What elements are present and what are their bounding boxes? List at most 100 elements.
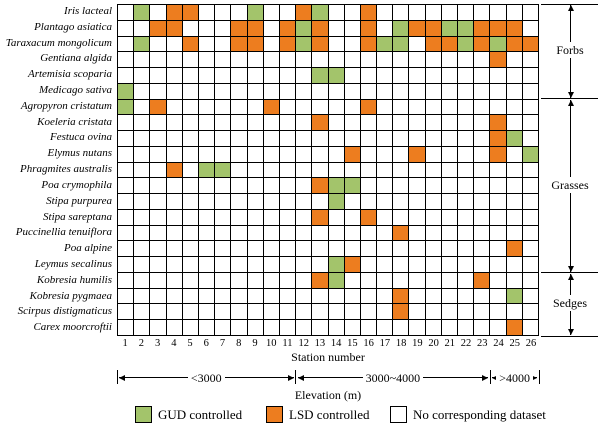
grid-cell-none: [328, 5, 345, 21]
grid-cell-none: [441, 115, 459, 132]
grid-cell-none: [490, 68, 507, 84]
grid-cell-none: [150, 241, 167, 258]
grid-cell-none: [490, 272, 507, 289]
grid-cell-none: [279, 115, 297, 132]
grid-cell-none: [247, 99, 264, 116]
grid-cell-none: [441, 320, 459, 336]
station-number: 16: [363, 338, 374, 349]
grid-cell-gud: [490, 36, 507, 53]
grid-cell-none: [344, 131, 361, 147]
grid-cell-none: [166, 320, 183, 336]
grid-cell-none: [490, 304, 507, 321]
legend-item-lsd: LSD controlled: [266, 406, 370, 423]
grid-cell-none: [393, 209, 410, 226]
grid-cell-none: [425, 83, 442, 100]
grid-cell-none: [490, 194, 507, 210]
grid-cell-none: [522, 257, 539, 273]
grid-cell-none: [312, 194, 329, 210]
grid-cell-none: [425, 131, 442, 147]
grid-cell-none: [118, 5, 135, 21]
grid-cell-none: [474, 68, 491, 84]
grid-cell-none: [328, 320, 345, 336]
grid-cell-none: [118, 225, 135, 242]
grid-cell-lsd: [393, 304, 410, 321]
grid-cell-none: [522, 225, 539, 242]
grid-cell-none: [166, 52, 183, 69]
grid-cell-none: [490, 99, 507, 116]
grid-cell-none: [166, 257, 183, 273]
grid-cell-none: [506, 115, 523, 132]
species-label: Medicago sativa: [38, 84, 112, 97]
grid-cell-none: [118, 131, 135, 147]
grid-cell-none: [458, 131, 475, 147]
grid-cell-none: [506, 5, 523, 21]
grid-cell-none: [312, 99, 329, 116]
grid-cell-none: [490, 225, 507, 242]
group-boundary-line: [541, 98, 598, 100]
grid-cell-none: [247, 241, 264, 258]
grid-cell-none: [247, 225, 264, 242]
grid-cell-none: [506, 209, 523, 226]
grid-cell-none: [247, 131, 264, 147]
grid-cell-none: [441, 257, 459, 273]
grid-cell-none: [118, 162, 135, 179]
species-label: Agropyron cristatum: [20, 99, 112, 112]
elevation-tick: [489, 370, 491, 384]
grid-cell-none: [425, 162, 442, 179]
grid-cell-gud: [328, 178, 345, 195]
grid-cell-none: [344, 20, 361, 37]
grid-cell-none: [296, 146, 313, 163]
grid-cell-none: [360, 225, 378, 242]
station-number: 15: [347, 338, 358, 349]
grid-cell-none: [215, 146, 232, 163]
grid-cell-none: [425, 304, 442, 321]
grid-cell-gud: [312, 68, 329, 84]
grid-cell-none: [425, 288, 442, 305]
grid-cell-gud: [328, 194, 345, 210]
station-number: 19: [412, 338, 423, 349]
station-number: 8: [236, 338, 242, 349]
species-label: Artemisia scoparia: [27, 68, 112, 81]
grid-cell-none: [441, 288, 459, 305]
grid-cell-lsd: [312, 178, 329, 195]
grid-cell-none: [150, 288, 167, 305]
species-label: Leymus secalinus: [34, 257, 112, 270]
grid-cell-none: [441, 146, 459, 163]
row-group-label: Grasses: [541, 176, 599, 193]
grid-cell-none: [231, 194, 248, 210]
species-label: Taraxacum mongolicum: [5, 36, 112, 49]
grid-cell-none: [409, 272, 426, 289]
elevation-arrow-left: [492, 374, 499, 381]
grid-cell-none: [118, 320, 135, 336]
grid-cell-none: [198, 131, 216, 147]
grid-cell-none: [377, 146, 394, 163]
grid-cell-none: [166, 83, 183, 100]
station-number: 21: [444, 338, 456, 349]
grid-cell-none: [328, 162, 345, 179]
grid-cell-lsd: [360, 99, 378, 116]
grid-cell-none: [182, 194, 199, 210]
station-number: 4: [171, 338, 177, 349]
grid-cell-none: [360, 304, 378, 321]
grid-cell-none: [393, 178, 410, 195]
grid-cell-none: [506, 146, 523, 163]
grid-cell-none: [425, 209, 442, 226]
grid-cell-none: [409, 52, 426, 69]
legend-item-none: No corresponding dataset: [390, 406, 546, 423]
grid-cell-none: [231, 225, 248, 242]
station-number: 6: [203, 338, 209, 349]
grid-cell-none: [425, 99, 442, 116]
elevation-range-label-text: 3000~4000: [362, 370, 424, 385]
grid-cell-none: [247, 209, 264, 226]
grid-cell-none: [166, 36, 183, 53]
grid-cell-none: [279, 162, 297, 179]
grid-cell-none: [182, 178, 199, 195]
grid-cell-none: [296, 304, 313, 321]
grid-cell-none: [377, 131, 394, 147]
grid-cell-lsd: [150, 99, 167, 116]
grid-cell-none: [215, 225, 232, 242]
grid-cell-none: [344, 225, 361, 242]
grid-cell-gud: [312, 5, 329, 21]
station-number: 1: [122, 338, 128, 349]
grid-cell-none: [247, 146, 264, 163]
